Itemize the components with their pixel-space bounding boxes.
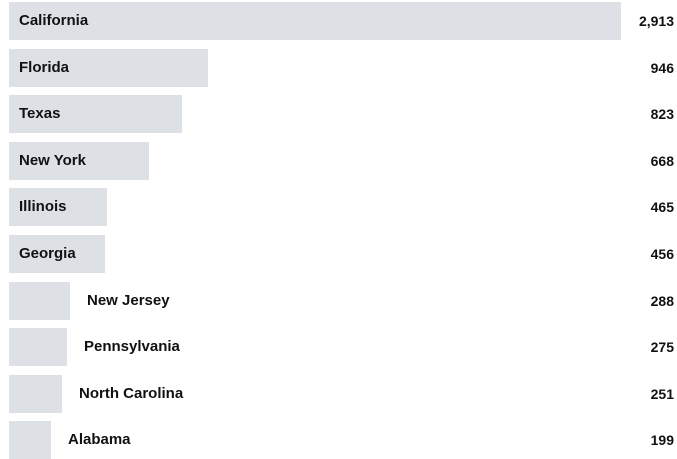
- category-label: Texas: [19, 105, 61, 123]
- bar-florida: [9, 48, 208, 87]
- category-label: Illinois: [19, 198, 67, 216]
- category-label: Pennsylvania: [84, 338, 180, 356]
- bar-row-north-carolina: North Carolina 251: [0, 374, 677, 413]
- value-label: 199: [650, 432, 674, 449]
- value-label: 465: [650, 199, 674, 216]
- bar-alabama: [9, 421, 51, 459]
- value-label: 275: [650, 339, 674, 356]
- bar-row-georgia: Georgia 456: [0, 235, 677, 273]
- bar-new-jersey: [9, 281, 70, 320]
- bar-row-new-york: New York 668: [0, 141, 677, 180]
- value-label: 668: [650, 152, 674, 169]
- category-label: North Carolina: [79, 384, 184, 402]
- value-label: 288: [650, 292, 674, 309]
- value-label: 251: [650, 385, 674, 402]
- bar-california: [9, 2, 621, 40]
- value-label: 823: [650, 106, 674, 123]
- bar-illinois: [9, 188, 107, 227]
- bar-row-new-jersey: New Jersey 288: [0, 281, 677, 320]
- bar-row-texas: Texas 823: [0, 95, 677, 134]
- category-label: New York: [19, 151, 86, 169]
- category-label: California: [19, 12, 89, 29]
- bar-new-york: [9, 141, 149, 180]
- category-label: Alabama: [68, 431, 131, 449]
- category-label: New Jersey: [87, 291, 170, 309]
- bar-texas: [9, 95, 182, 134]
- bar-row-pennsylvania: Pennsylvania 275: [0, 328, 677, 367]
- value-label: 456: [650, 246, 674, 262]
- bar-north-carolina: [9, 374, 62, 413]
- value-label: 2,913: [638, 13, 674, 29]
- bar-row-illinois: Illinois 465: [0, 188, 677, 227]
- bar-georgia: [9, 235, 105, 273]
- category-label: Florida: [19, 58, 70, 76]
- bar-row-florida: Florida 946: [0, 48, 677, 87]
- bar-row-alabama: Alabama 199: [0, 421, 677, 459]
- bar-pennsylvania: [9, 328, 67, 367]
- category-label: Georgia: [19, 245, 76, 262]
- bar-row-california: California 2,913: [0, 2, 677, 40]
- value-label: 946: [650, 59, 674, 76]
